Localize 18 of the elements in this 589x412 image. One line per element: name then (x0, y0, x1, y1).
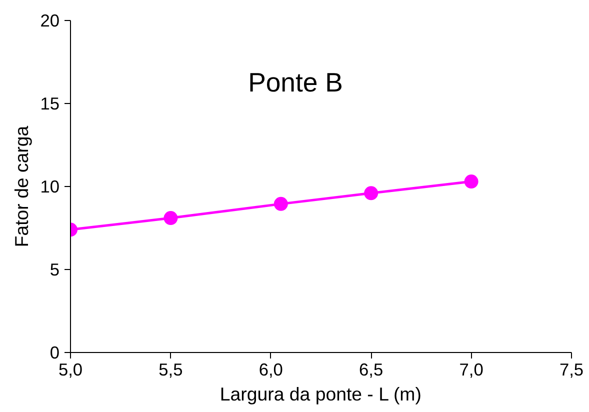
x-tick-label: 7,0 (459, 360, 484, 380)
y-tick-label: 20 (40, 10, 60, 30)
x-tick-label: 5,5 (158, 360, 183, 380)
text: Ponte B (248, 68, 343, 98)
x-axis-title: Largura da ponte - L (m) (220, 384, 422, 404)
x-tick-label: 6,0 (258, 360, 283, 380)
point (364, 186, 378, 200)
y-tick-label: 10 (40, 176, 60, 196)
x-tick-label: 7,5 (559, 360, 584, 380)
y-tick-label: 0 (50, 342, 60, 362)
y-axis-title: Fator de carga (11, 125, 32, 248)
x-tick-label: 5,0 (58, 360, 83, 380)
point (274, 196, 288, 211)
y-tick-label: 5 (50, 260, 60, 280)
point (464, 174, 478, 189)
point (164, 211, 178, 226)
y-tick-label: 15 (40, 94, 60, 114)
x-tick-label: 6,5 (359, 360, 384, 380)
